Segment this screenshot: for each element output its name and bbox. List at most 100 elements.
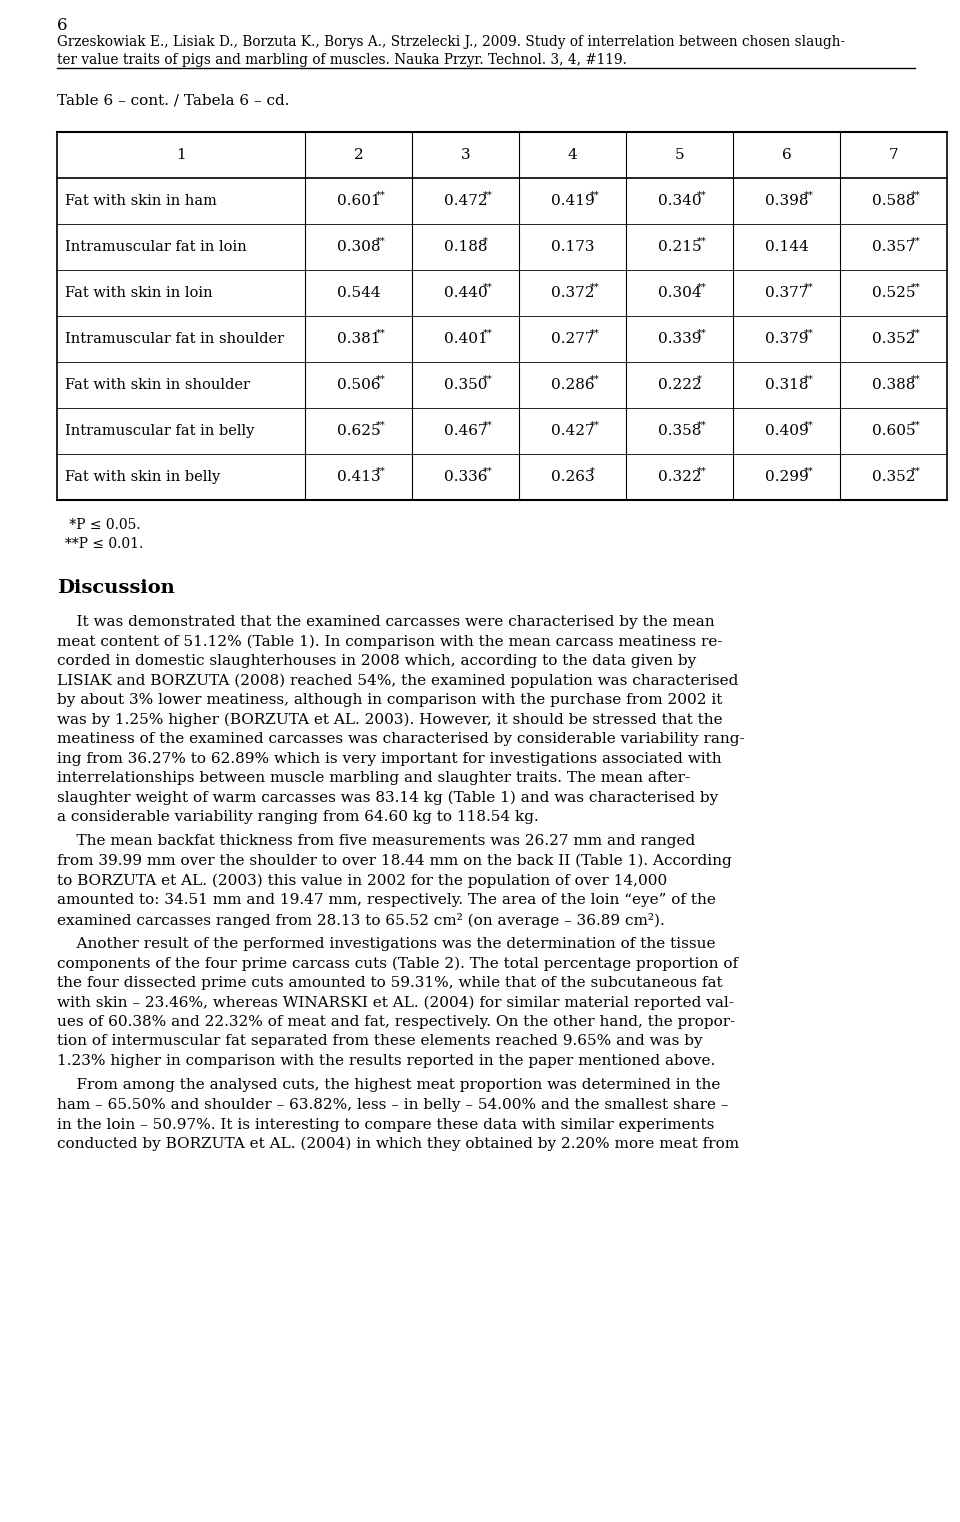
Text: 6: 6 (57, 17, 67, 33)
Text: 0.525: 0.525 (872, 286, 915, 300)
Text: 0.467: 0.467 (444, 425, 488, 438)
Text: **: ** (697, 420, 707, 429)
Text: 0.318: 0.318 (765, 377, 808, 393)
Text: ter value traits of pigs and marbling of muscles. Nauka Przyr. Technol. 3, 4, #1: ter value traits of pigs and marbling of… (57, 53, 627, 67)
Text: with skin – 23.46%, whereas WINARSKI et AL. (2004) for similar material reported: with skin – 23.46%, whereas WINARSKI et … (57, 995, 733, 1011)
Text: ues of 60.38% and 22.32% of meat and fat, respectively. On the other hand, the p: ues of 60.38% and 22.32% of meat and fat… (57, 1015, 735, 1029)
Text: *: * (483, 236, 488, 245)
Text: Fat with skin in belly: Fat with skin in belly (65, 470, 220, 484)
Text: 0.339: 0.339 (658, 332, 701, 345)
Text: 0.381: 0.381 (337, 332, 380, 345)
Text: was by 1.25% higher (BORZUTA et AL. 2003). However, it should be stressed that t: was by 1.25% higher (BORZUTA et AL. 2003… (57, 712, 723, 728)
Text: **: ** (375, 329, 385, 338)
Text: **: ** (804, 329, 813, 338)
Text: 0.388: 0.388 (872, 377, 915, 393)
Text: **: ** (697, 190, 707, 199)
Text: **: ** (483, 467, 492, 475)
Text: 0.372: 0.372 (551, 286, 594, 300)
Text: **: ** (589, 283, 599, 292)
Text: a considerable variability ranging from 64.60 kg to 118.54 kg.: a considerable variability ranging from … (57, 810, 539, 823)
Text: 0.440: 0.440 (444, 286, 488, 300)
Text: 0.427: 0.427 (551, 425, 594, 438)
Text: **: ** (375, 467, 385, 475)
Text: 0.506: 0.506 (337, 377, 380, 393)
Text: **: ** (910, 374, 921, 384)
Text: **: ** (910, 190, 921, 199)
Text: **: ** (804, 283, 813, 292)
Text: meat content of 51.12% (Table 1). In comparison with the mean carcass meatiness : meat content of 51.12% (Table 1). In com… (57, 635, 723, 648)
Text: The mean backfat thickness from five measurements was 26.27 mm and ranged: The mean backfat thickness from five mea… (57, 834, 695, 848)
Text: slaughter weight of warm carcasses was 83.14 kg (Table 1) and was characterised : slaughter weight of warm carcasses was 8… (57, 790, 718, 805)
Text: 0.286: 0.286 (551, 377, 594, 393)
Text: **: ** (483, 374, 492, 384)
Text: Intramuscular fat in belly: Intramuscular fat in belly (65, 425, 254, 438)
Text: **: ** (375, 374, 385, 384)
Text: examined carcasses ranged from 28.13 to 65.52 cm² (on average – 36.89 cm²).: examined carcasses ranged from 28.13 to … (57, 913, 664, 927)
Text: **: ** (697, 467, 707, 475)
Text: **: ** (804, 467, 813, 475)
Text: **: ** (375, 190, 385, 199)
Text: *P ≤ 0.05.: *P ≤ 0.05. (65, 517, 140, 533)
Text: meatiness of the examined carcasses was characterised by considerable variabilit: meatiness of the examined carcasses was … (57, 732, 745, 746)
Text: **: ** (589, 329, 599, 338)
Text: by about 3% lower meatiness, although in comparison with the purchase from 2002 : by about 3% lower meatiness, although in… (57, 693, 722, 708)
Text: **: ** (910, 467, 921, 475)
Text: 0.277: 0.277 (551, 332, 594, 345)
Text: **: ** (483, 329, 492, 338)
Text: 0.263: 0.263 (551, 470, 594, 484)
Text: **: ** (910, 420, 921, 429)
Text: LISIAK and BORZUTA (2008) reached 54%, the examined population was characterised: LISIAK and BORZUTA (2008) reached 54%, t… (57, 674, 738, 688)
Text: 4: 4 (567, 148, 577, 161)
Text: **: ** (589, 374, 599, 384)
Text: **: ** (910, 283, 921, 292)
Text: 0.322: 0.322 (658, 470, 702, 484)
Text: ham – 65.50% and shoulder – 63.82%, less – in belly – 54.00% and the smallest sh: ham – 65.50% and shoulder – 63.82%, less… (57, 1097, 729, 1113)
Text: 6: 6 (781, 148, 791, 161)
Text: Intramuscular fat in shoulder: Intramuscular fat in shoulder (65, 332, 284, 345)
Text: corded in domestic slaughterhouses in 2008 which, according to the data given by: corded in domestic slaughterhouses in 20… (57, 654, 696, 668)
Text: 0.419: 0.419 (551, 193, 594, 209)
Text: **: ** (910, 329, 921, 338)
Text: 0.308: 0.308 (337, 240, 380, 254)
Text: 0.398: 0.398 (765, 193, 808, 209)
Text: 0.188: 0.188 (444, 240, 488, 254)
Text: **: ** (697, 329, 707, 338)
Text: Another result of the performed investigations was the determination of the tiss: Another result of the performed investig… (57, 938, 715, 951)
Text: 7: 7 (889, 148, 899, 161)
Text: **: ** (589, 420, 599, 429)
Text: in the loin – 50.97%. It is interesting to compare these data with similar exper: in the loin – 50.97%. It is interesting … (57, 1117, 714, 1131)
Text: **: ** (483, 283, 492, 292)
Text: ing from 36.27% to 62.89% which is very important for investigations associated : ing from 36.27% to 62.89% which is very … (57, 752, 722, 766)
Text: Table 6 – cont. / Tabela 6 – cd.: Table 6 – cont. / Tabela 6 – cd. (57, 94, 290, 108)
Text: 1: 1 (176, 148, 186, 161)
Text: 0.379: 0.379 (765, 332, 808, 345)
Text: From among the analysed cuts, the highest meat proportion was determined in the: From among the analysed cuts, the highes… (57, 1079, 720, 1093)
Text: 0.605: 0.605 (872, 425, 915, 438)
Text: Fat with skin in loin: Fat with skin in loin (65, 286, 212, 300)
Text: **: ** (910, 236, 921, 245)
Text: **: ** (375, 236, 385, 245)
Text: 0.625: 0.625 (337, 425, 380, 438)
Text: **P ≤ 0.01.: **P ≤ 0.01. (65, 537, 143, 551)
Text: Fat with skin in shoulder: Fat with skin in shoulder (65, 377, 250, 393)
Text: interrelationships between muscle marbling and slaughter traits. The mean after-: interrelationships between muscle marbli… (57, 772, 690, 785)
Text: 0.144: 0.144 (764, 240, 808, 254)
Text: amounted to: 34.51 mm and 19.47 mm, respectively. The area of the loin “eye” of : amounted to: 34.51 mm and 19.47 mm, resp… (57, 893, 716, 907)
Text: from 39.99 mm over the shoulder to over 18.44 mm on the back II (Table 1). Accor: from 39.99 mm over the shoulder to over … (57, 854, 732, 869)
Text: 0.350: 0.350 (444, 377, 488, 393)
Text: 0.588: 0.588 (872, 193, 915, 209)
Text: 0.358: 0.358 (658, 425, 701, 438)
Text: conducted by BORZUTA et AL. (2004) in which they obtained by 2.20% more meat fro: conducted by BORZUTA et AL. (2004) in wh… (57, 1137, 739, 1151)
Text: **: ** (697, 283, 707, 292)
Text: **: ** (483, 190, 492, 199)
Text: the four dissected prime cuts amounted to 59.31%, while that of the subcutaneous: the four dissected prime cuts amounted t… (57, 976, 723, 989)
Text: **: ** (804, 190, 813, 199)
Text: 0.377: 0.377 (765, 286, 808, 300)
Text: 0.472: 0.472 (444, 193, 488, 209)
Text: to BORZUTA et AL. (2003) this value in 2002 for the population of over 14,000: to BORZUTA et AL. (2003) this value in 2… (57, 874, 667, 887)
Text: *: * (589, 467, 594, 475)
Text: Discussion: Discussion (57, 578, 175, 597)
Text: 0.601: 0.601 (337, 193, 380, 209)
Text: 3: 3 (461, 148, 470, 161)
Text: 0.340: 0.340 (658, 193, 702, 209)
